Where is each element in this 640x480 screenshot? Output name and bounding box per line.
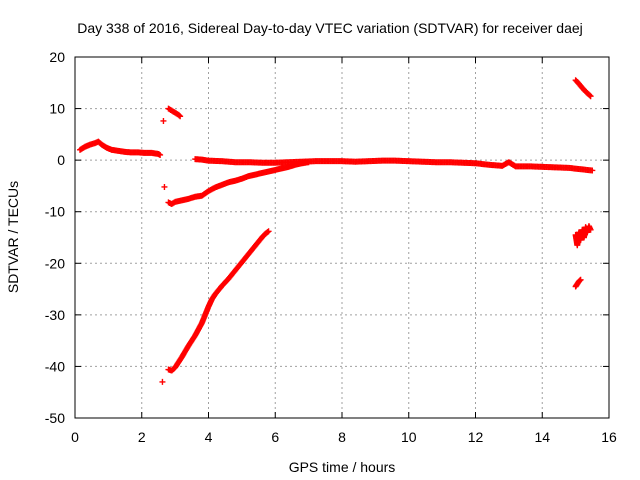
x-tick-label: 14	[534, 429, 550, 445]
x-tick-label: 12	[468, 429, 484, 445]
y-tick-label: -40	[45, 358, 65, 374]
data-point	[589, 167, 596, 174]
y-tick-label: -20	[45, 255, 65, 271]
x-tick-label: 6	[271, 429, 279, 445]
data-point	[157, 151, 164, 158]
data-point	[587, 93, 594, 100]
x-tick-label: 16	[601, 429, 617, 445]
data-point	[265, 228, 272, 235]
data-point	[587, 226, 594, 233]
series-near-zero	[192, 156, 596, 174]
y-tick-label: 20	[49, 49, 65, 65]
y-tick-labels: 20 10 0 -10 -20 -30 -40 -50	[45, 49, 65, 426]
series-late-low	[572, 276, 584, 290]
data-points	[77, 77, 596, 385]
data-point	[177, 113, 184, 120]
data-point	[176, 112, 183, 119]
y-tick-label: -10	[45, 204, 65, 220]
data-point	[577, 276, 584, 283]
data-point	[576, 277, 583, 284]
series-late-mid	[572, 223, 594, 249]
grid	[75, 57, 609, 418]
x-tick-label: 0	[71, 429, 79, 445]
chart-title: Day 338 of 2016, Sidereal Day-to-day VTE…	[77, 20, 583, 36]
axis-ticks	[74, 56, 610, 419]
x-tick-labels: 0 2 4 6 8 10 12 14 16	[71, 429, 617, 445]
series-steep-climb	[165, 228, 272, 374]
y-tick-label: -50	[45, 410, 65, 426]
y-tick-label: 10	[49, 101, 65, 117]
data-point	[160, 117, 167, 124]
series-short-arc-high	[165, 105, 184, 120]
data-point	[586, 92, 593, 99]
x-tick-label: 2	[138, 429, 146, 445]
y-tick-label: -30	[45, 307, 65, 323]
series-main-track	[77, 138, 164, 158]
data-point	[159, 378, 166, 385]
data-point	[161, 183, 168, 190]
y-tick-label: 0	[57, 152, 65, 168]
series-late-high	[572, 77, 594, 100]
series-outliers-early	[159, 117, 168, 385]
y-axis-label: SDTVAR / TECUs	[5, 181, 21, 293]
x-tick-label: 10	[401, 429, 417, 445]
series-rising-from-low	[165, 159, 312, 207]
x-tick-label: 4	[205, 429, 213, 445]
x-tick-label: 8	[338, 429, 346, 445]
x-axis-label: GPS time / hours	[289, 459, 396, 475]
